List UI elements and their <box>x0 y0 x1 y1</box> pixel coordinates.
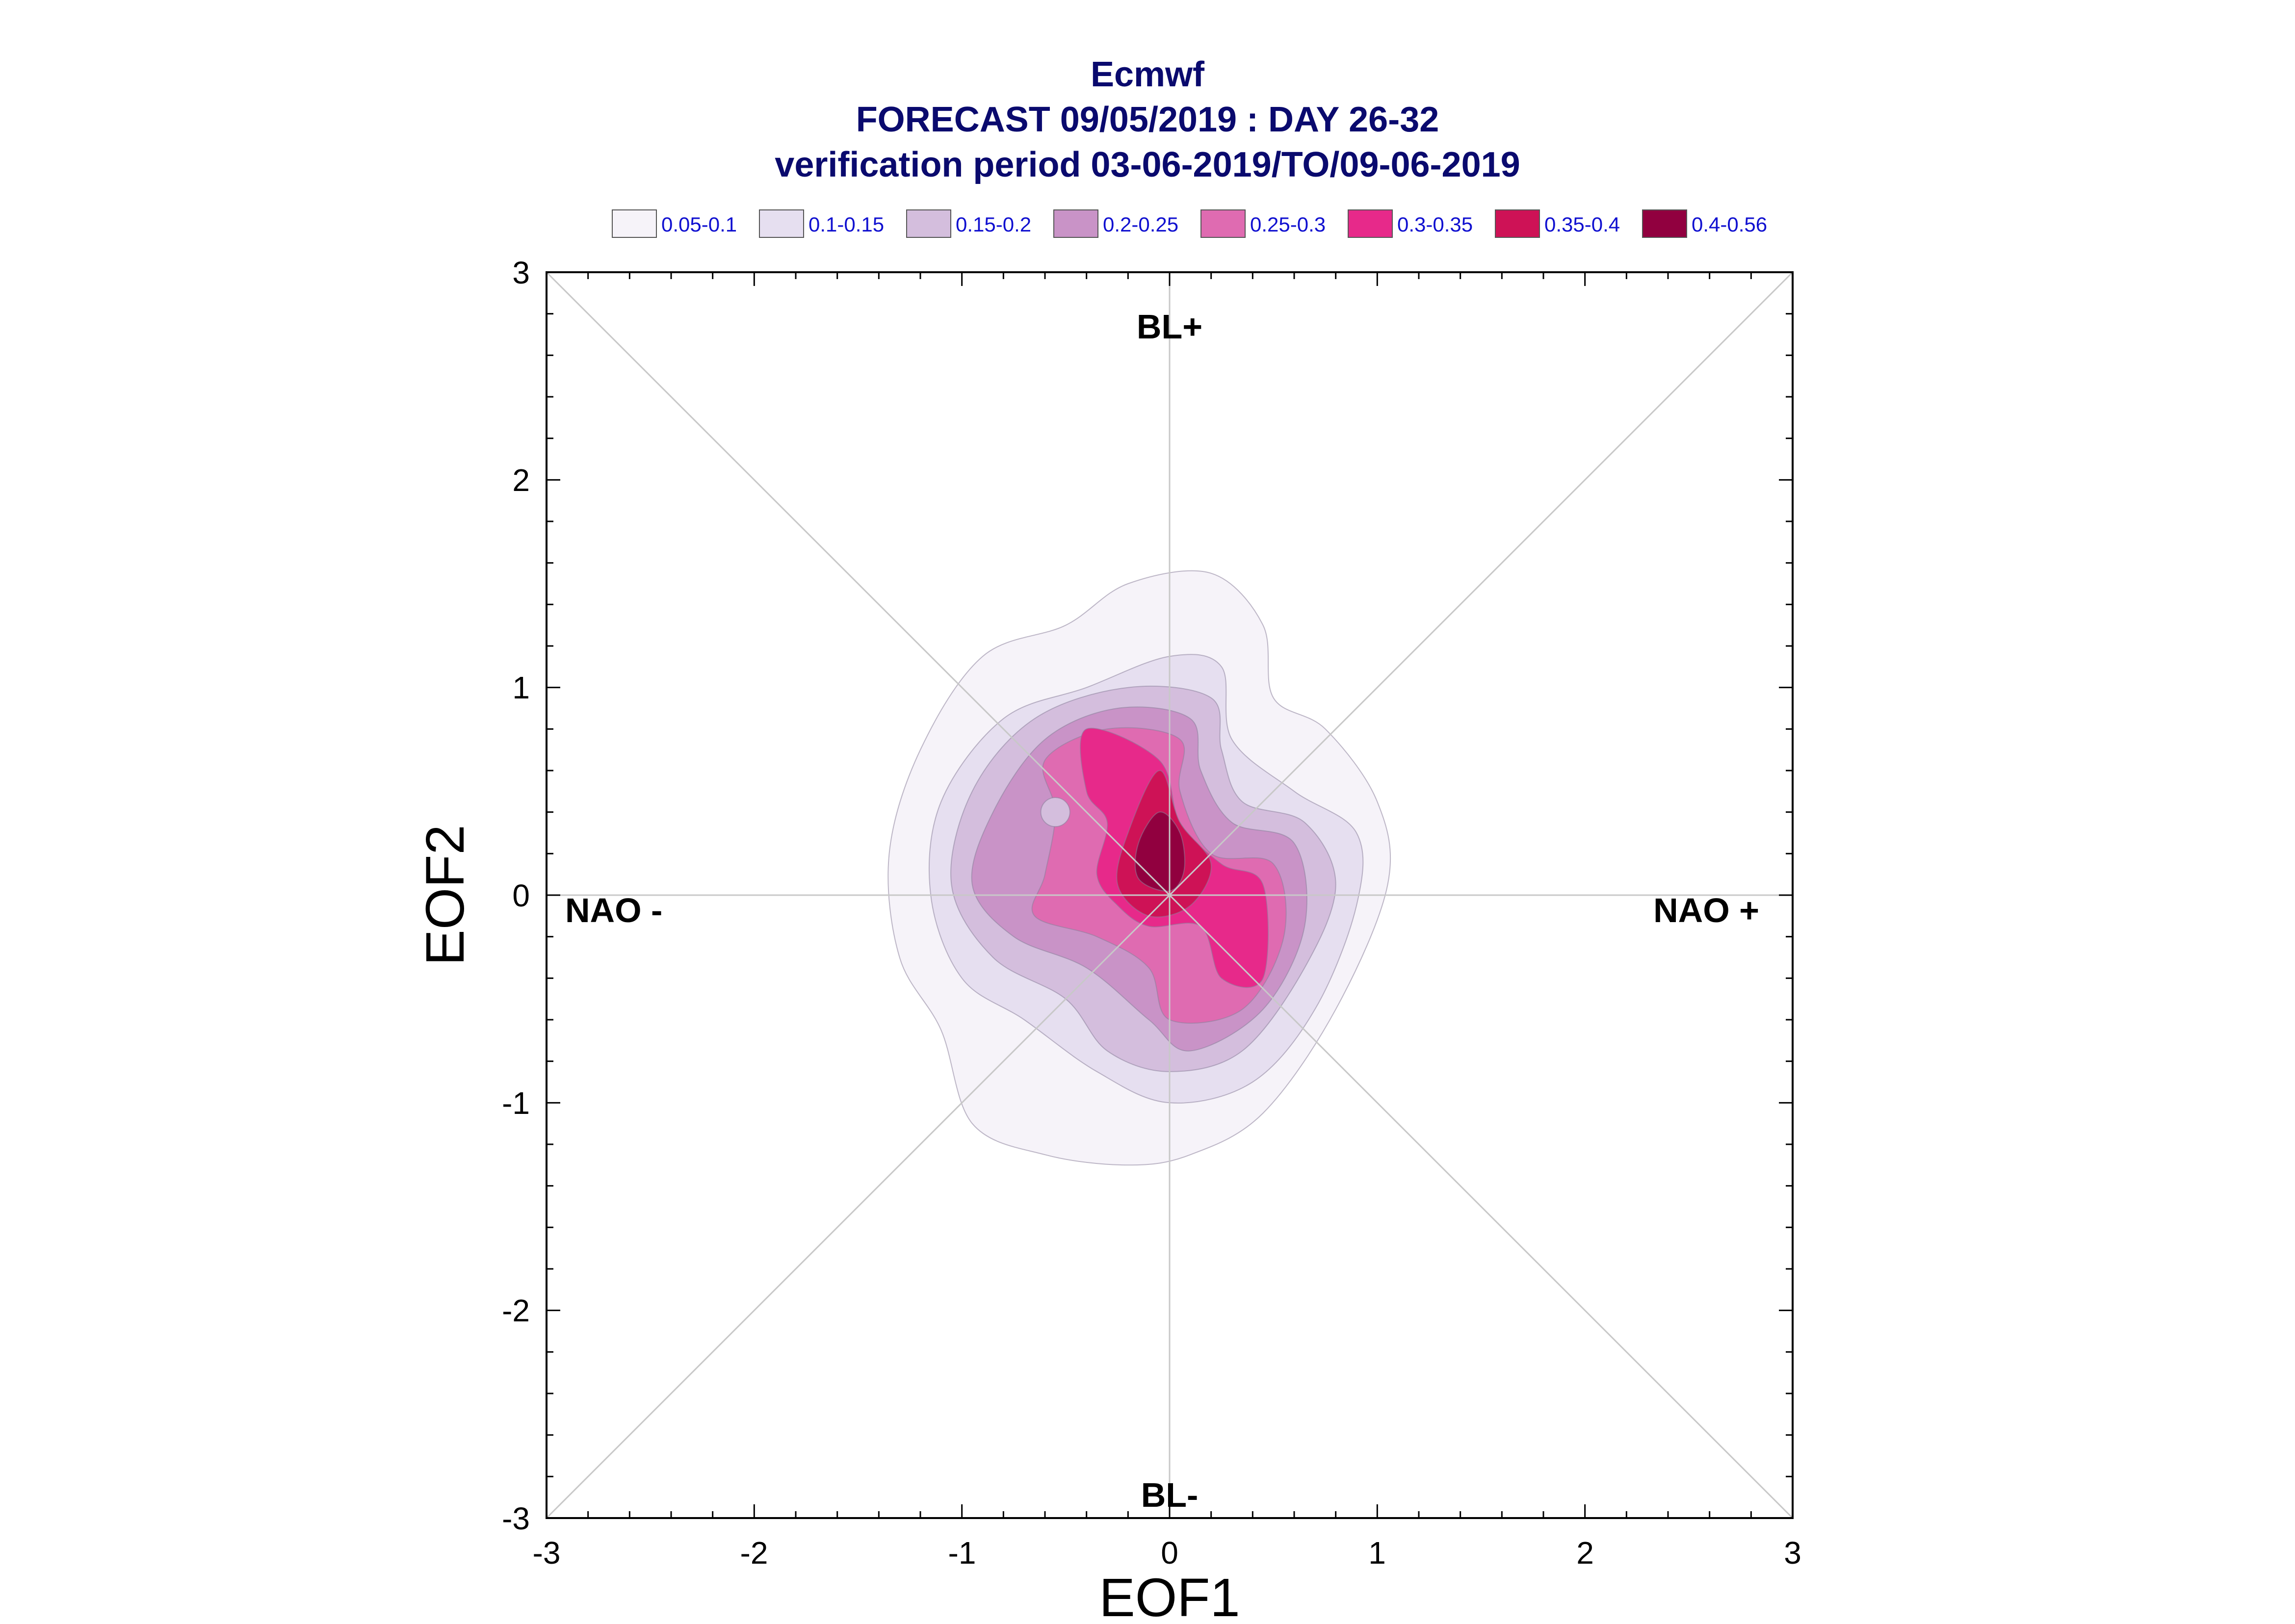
x-tick-label: 0 <box>1161 1535 1178 1571</box>
y-tick-label: -3 <box>502 1501 530 1536</box>
regime-label-nao-minus: NAO - <box>565 891 662 929</box>
legend-label: 0.2-0.25 <box>1103 213 1178 236</box>
density-contours <box>887 570 1391 1166</box>
y-axis-title: EOF2 <box>415 825 475 965</box>
legend-swatch <box>1348 209 1393 238</box>
legend-swatch <box>906 209 951 238</box>
y-tick-label: 2 <box>512 463 530 498</box>
x-axis-title: EOF1 <box>1099 1568 1240 1624</box>
x-tick-label: 2 <box>1576 1535 1594 1571</box>
legend-swatch <box>759 209 804 238</box>
legend: 0.05-0.1 0.1-0.15 0.15-0.2 0.2-0.25 0.25-0.3… <box>612 209 1767 238</box>
y-tick-label: 3 <box>512 255 530 290</box>
legend-label: 0.4-0.56 <box>1692 213 1767 236</box>
y-tick-label: 0 <box>512 878 530 913</box>
legend-swatch <box>1642 209 1687 238</box>
y-tick-label: -2 <box>502 1293 530 1328</box>
x-tick-label: -1 <box>948 1535 976 1571</box>
legend-label: 0.25-0.3 <box>1250 213 1326 236</box>
regime-label-bl-plus: BL+ <box>1137 308 1202 346</box>
legend-swatch <box>1053 209 1098 238</box>
axis-ticks <box>546 271 1794 1519</box>
y-axis-tick-labels: 3 2 1 0 -1 -2 -3 <box>502 255 530 1536</box>
plot-area: BL+ BL- NAO - NAO + <box>546 271 1794 1519</box>
legend-label: 0.05-0.1 <box>661 213 737 236</box>
x-tick-label: -2 <box>740 1535 768 1571</box>
density-contour-0.15-0.2 <box>1040 797 1070 827</box>
title-line-2: FORECAST 09/05/2019 : DAY 26-32 <box>856 100 1439 139</box>
legend-label: 0.15-0.2 <box>956 213 1031 236</box>
y-tick-label: -1 <box>502 1085 530 1121</box>
legend-swatch <box>612 209 657 238</box>
legend-swatch <box>1495 209 1540 238</box>
x-axis-tick-labels: -3 -2 -1 0 1 2 3 <box>533 1535 1801 1571</box>
y-tick-label: 1 <box>512 670 530 705</box>
title-line-3: verification period 03-06-2019/TO/09-06-… <box>775 145 1520 184</box>
grid-line-diagonal <box>546 271 1794 1519</box>
regime-label-bl-minus: BL- <box>1141 1476 1199 1514</box>
x-tick-label: 3 <box>1784 1535 1801 1571</box>
legend-label: 0.35-0.4 <box>1544 213 1620 236</box>
legend-swatch <box>1200 209 1246 238</box>
x-tick-label: -3 <box>533 1535 561 1571</box>
x-tick-label: 1 <box>1368 1535 1386 1571</box>
grid-lines <box>546 271 1794 1519</box>
regime-label-nao-plus: NAO + <box>1653 891 1759 929</box>
legend-label: 0.1-0.15 <box>808 213 884 236</box>
legend-label: 0.3-0.35 <box>1397 213 1473 236</box>
title-line-1: Ecmwf <box>1091 55 1205 94</box>
chart-title: Ecmwf FORECAST 09/05/2019 : DAY 26-32 ve… <box>775 55 1520 184</box>
